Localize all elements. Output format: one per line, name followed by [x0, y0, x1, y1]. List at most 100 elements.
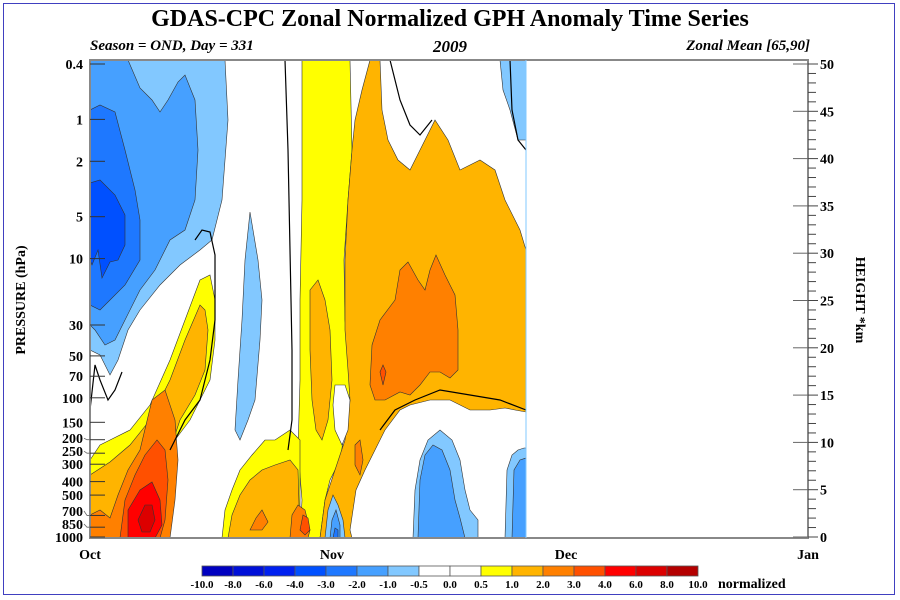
pressure-tick-label: 10 — [69, 253, 83, 268]
colorbar-swatch — [542, 565, 575, 577]
colorbar-swatch — [356, 565, 389, 577]
height-tick-label: 50 — [820, 58, 834, 73]
colorbar-tick-label: 8.0 — [660, 579, 674, 591]
height-tick-label: 10 — [820, 436, 834, 451]
season-day-label: Season = OND, Day = 331 — [90, 38, 254, 54]
colorbar-swatch — [294, 565, 327, 577]
colorbar-swatch — [201, 565, 234, 577]
axes-layer: 0.41251030507010015020025030040050070085… — [55, 58, 834, 563]
contour-region — [309, 279, 333, 441]
colorbar-swatch — [666, 565, 699, 577]
colorbar-tick-label: 1.0 — [505, 579, 519, 591]
x-tick-label-jan: Jan — [797, 548, 819, 563]
colorbar-swatch — [325, 565, 358, 577]
colorbar-tick-label: -8.0 — [224, 579, 242, 591]
pressure-tick-label: 0.4 — [66, 58, 84, 73]
colorbar-tick-label: -4.0 — [286, 579, 304, 591]
colorbar-swatch — [387, 565, 420, 577]
contour-region — [137, 504, 156, 533]
pressure-tick-leader — [83, 450, 90, 454]
height-tick-label: 20 — [820, 342, 834, 357]
colorbar-swatch — [480, 565, 513, 577]
colorbar-swatch — [511, 565, 544, 577]
colorbar-tick-label: 0.0 — [443, 579, 457, 591]
pressure-tick-label: 1000 — [55, 531, 83, 546]
contour-region — [234, 211, 263, 441]
colorbar-tick-label: -6.0 — [255, 579, 273, 591]
colorbar-swatch — [604, 565, 637, 577]
contour-region — [379, 364, 387, 386]
pressure-tick-label: 400 — [62, 476, 83, 491]
zero-contour-line — [169, 229, 216, 451]
colorbar-tick-label: 10.0 — [688, 579, 708, 591]
contour-region — [511, 457, 526, 538]
contour-region — [332, 384, 351, 446]
colorbar-tick-label: 2.0 — [536, 579, 550, 591]
pressure-tick-label: 30 — [69, 319, 83, 334]
contour-region — [332, 527, 339, 538]
colorbar-swatch — [449, 565, 482, 577]
colorbar-swatch — [263, 565, 296, 577]
year-label: 2009 — [433, 37, 467, 56]
contour-region — [227, 459, 301, 538]
colorbar-swatch — [635, 565, 668, 577]
pressure-tick-label: 300 — [62, 458, 83, 473]
pressure-tick-label: 200 — [62, 432, 83, 447]
colorbar-swatch — [418, 565, 451, 577]
zonal-mean-label: Zonal Mean [65,90] — [686, 38, 810, 54]
x-tick-label-dec: Dec — [555, 548, 578, 563]
pressure-tick-label: 700 — [62, 505, 83, 520]
pressure-tick-label: 1 — [76, 113, 83, 128]
pressure-tick-label: 70 — [69, 370, 83, 385]
plot-frame — [89, 59, 809, 539]
pressure-tick-label: 5 — [76, 211, 83, 226]
contour-region — [417, 444, 466, 538]
pressure-tick-label: 500 — [62, 489, 83, 504]
zero-contour-line — [389, 60, 433, 136]
colorbar-tick-label: -0.5 — [410, 579, 428, 591]
colorbar-tick-label: 3.0 — [567, 579, 581, 591]
zero-contour-line — [90, 364, 123, 411]
height-tick-label: 0 — [820, 531, 827, 546]
colorbar-tick-label: 6.0 — [629, 579, 643, 591]
pressure-tick-label: 250 — [62, 445, 83, 460]
height-tick-label: 25 — [820, 295, 834, 310]
colorbar-tick-label: -2.0 — [348, 579, 366, 591]
colorbar: -10.0 -8.0 -6.0 -4.0 -3.0 -2.0 -1.0 -0.5 0.0 0.5 1… — [191, 565, 786, 592]
pressure-tick-label: 150 — [62, 416, 83, 431]
pressure-tick-leader — [83, 510, 90, 516]
height-tick-label: 45 — [820, 105, 834, 120]
chart-title: GDAS-CPC Zonal Normalized GPH Anomaly Ti… — [151, 6, 749, 32]
colorbar-tick-label: -10.0 — [191, 579, 214, 591]
height-tick-label: 35 — [820, 200, 834, 215]
contour-region — [249, 509, 269, 531]
colorbar-tick-label: 0.5 — [474, 579, 488, 591]
contour-region — [299, 514, 311, 536]
height-tick-label: 40 — [820, 153, 834, 168]
pressure-tick-label: 850 — [62, 518, 83, 533]
zero-contour-line — [284, 60, 293, 451]
pressure-tick-label: 100 — [62, 392, 83, 407]
height-tick-label: 15 — [820, 389, 834, 404]
height-tick-label: 5 — [820, 484, 827, 499]
contour-fill-layer — [90, 60, 526, 538]
contour-region — [369, 254, 459, 401]
contour-region — [90, 179, 126, 279]
pressure-tick-label: 50 — [69, 350, 83, 365]
contour-region — [354, 439, 364, 476]
colorbar-swatch — [232, 565, 265, 577]
zero-contour-line — [379, 389, 526, 431]
colorbar-tick-label: 4.0 — [598, 579, 612, 591]
zero-contour-line — [509, 60, 526, 151]
pressure-tick-leader — [83, 523, 90, 528]
figure-frame — [3, 3, 895, 595]
colorbar-tick-label: -1.0 — [379, 579, 397, 591]
pressure-tick-leader — [83, 437, 90, 441]
colorbar-unit-label: normalized — [718, 577, 786, 592]
x-tick-label-nov: Nov — [320, 548, 344, 563]
pressure-tick-label: 2 — [76, 155, 83, 170]
x-tick-label-oct: Oct — [79, 548, 101, 563]
colorbar-tick-label: -3.0 — [317, 579, 335, 591]
height-tick-label: 30 — [820, 247, 834, 262]
